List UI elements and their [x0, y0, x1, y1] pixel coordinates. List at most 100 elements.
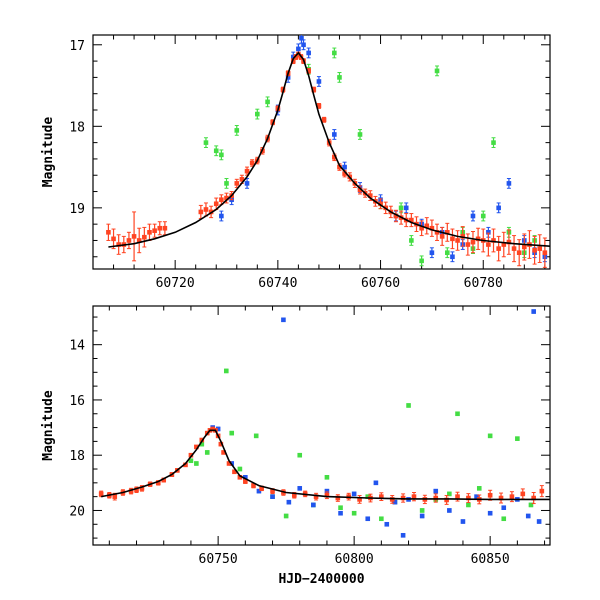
data-point [465, 242, 471, 247]
data-point [487, 433, 493, 439]
x-tick-label: 60800 [335, 552, 374, 567]
data-point [419, 513, 425, 519]
data-point [136, 238, 142, 243]
data-point [128, 488, 134, 494]
data-point [384, 521, 390, 527]
data-point [411, 494, 417, 499]
data-point [400, 533, 406, 538]
data-point [237, 466, 243, 472]
data-layer [106, 35, 550, 268]
model-curve [108, 51, 550, 248]
data-point [281, 317, 286, 323]
data-point [265, 99, 270, 105]
data-point [419, 225, 424, 231]
data-point [142, 234, 147, 240]
data-point [531, 309, 536, 314]
data-point [98, 491, 104, 497]
data-point [357, 497, 362, 502]
data-point [474, 494, 479, 499]
data-point [357, 132, 363, 137]
data-point [379, 494, 384, 499]
data-point [501, 242, 507, 247]
data-point [316, 79, 322, 84]
data-point [419, 508, 425, 513]
data-point [290, 54, 296, 60]
data-point [259, 486, 264, 491]
data-point [183, 462, 188, 468]
data-point [147, 230, 152, 235]
data-point [155, 480, 161, 486]
data-point [194, 444, 199, 450]
data-point [215, 426, 221, 432]
data-point [299, 35, 304, 41]
data-point [525, 513, 531, 519]
data-point [219, 152, 224, 158]
data-point [476, 486, 482, 491]
data-point [313, 494, 319, 499]
data-point [429, 225, 435, 231]
data-point [455, 494, 460, 499]
data-point [253, 433, 259, 439]
data-point [219, 197, 224, 202]
data-point [491, 238, 496, 243]
data-point [161, 477, 167, 483]
data-point [357, 187, 363, 193]
data-point [194, 461, 199, 466]
data-point [536, 519, 542, 524]
data-point [224, 181, 229, 186]
data-point [243, 479, 248, 484]
y-tick-label: 14 [69, 339, 85, 354]
data-point [433, 495, 439, 501]
data-point [332, 154, 337, 160]
data-point [365, 516, 371, 522]
data-point [335, 495, 341, 501]
data-layer [98, 309, 550, 538]
data-point [112, 494, 118, 499]
data-point [511, 246, 517, 251]
x-tick-label: 60760 [361, 276, 400, 291]
data-point [244, 181, 250, 186]
data-point [223, 368, 229, 374]
x-tick-label: 60720 [156, 276, 195, 291]
data-point [237, 475, 243, 480]
data-point [365, 494, 371, 499]
y-tick-label: 16 [69, 394, 85, 409]
data-point [218, 441, 224, 447]
data-point [316, 103, 322, 109]
data-point [389, 497, 395, 502]
data-point [537, 246, 543, 251]
data-point [249, 160, 255, 166]
data-point [539, 488, 545, 494]
data-point [433, 488, 439, 494]
data-point [229, 430, 235, 436]
data-point [378, 201, 383, 207]
data-point [342, 164, 347, 170]
data-point [234, 128, 240, 133]
data-point [301, 42, 306, 48]
data-point [496, 246, 501, 251]
data-point [455, 238, 460, 243]
x-axis-label: HJD−2400000 [278, 572, 364, 587]
plot-frame [92, 305, 551, 546]
data-point [470, 213, 476, 219]
data-point [251, 483, 256, 488]
data-point [219, 213, 224, 219]
y-tick-label: 18 [69, 449, 85, 464]
y-tick-label: 18 [69, 120, 85, 135]
data-point [486, 230, 491, 235]
data-point [297, 486, 303, 491]
data-point [516, 250, 522, 255]
data-point [520, 491, 526, 497]
data-point [296, 46, 301, 52]
data-point [338, 510, 343, 516]
data-point [270, 488, 275, 494]
data-point [470, 239, 476, 245]
data-point [501, 516, 507, 522]
data-point [466, 502, 471, 508]
data-point [324, 488, 330, 494]
data-point [434, 230, 440, 235]
data-point [528, 502, 534, 508]
data-point [445, 230, 450, 235]
data-point [522, 244, 527, 250]
data-point [297, 452, 303, 458]
